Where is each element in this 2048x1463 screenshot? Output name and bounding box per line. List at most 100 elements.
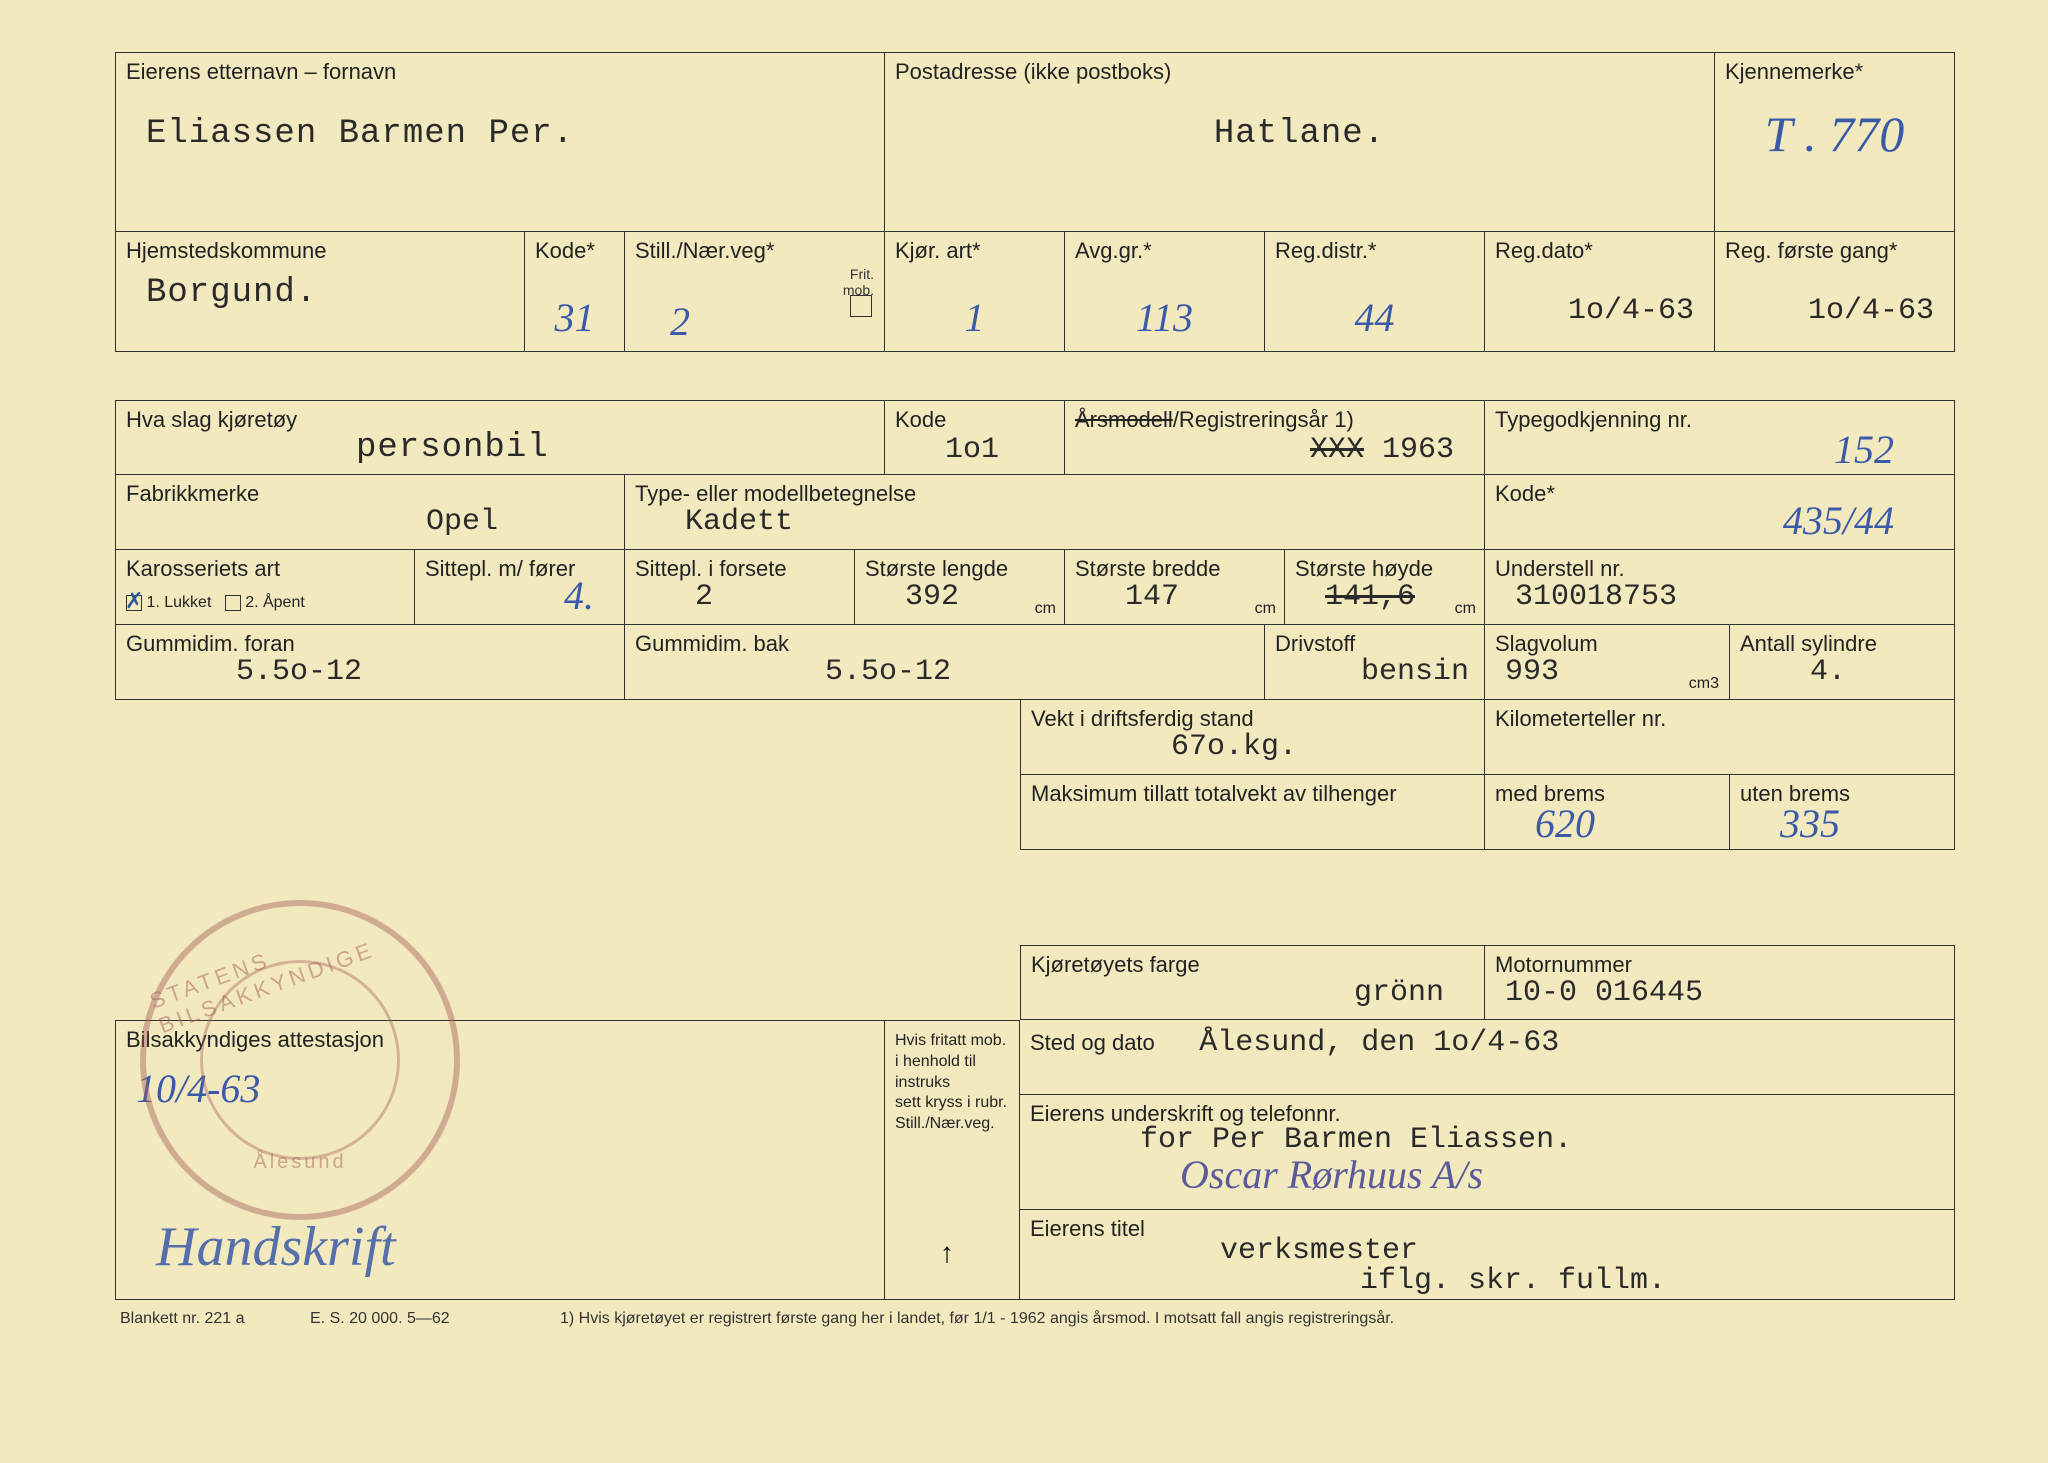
hva-value: personbil	[356, 429, 549, 467]
type-value: Kadett	[685, 505, 793, 539]
regdistr-value: 44	[1275, 294, 1474, 341]
vekt-label: Vekt i driftsferdig stand	[1031, 706, 1474, 732]
sylindre-cell: Antall sylindre 4.	[1730, 625, 1955, 700]
footer-note: 1) Hvis kjøretøyet er registrert første …	[560, 1310, 1860, 1328]
kode2-value: 435/44	[1783, 497, 1894, 544]
signature: Handskrift	[156, 1215, 396, 1279]
farge-value: grönn	[1354, 976, 1444, 1010]
sittepl-forsete-label: Sittepl. i forsete	[635, 556, 844, 582]
sted-value: Ålesund, den 1o/4-63	[1199, 1026, 1559, 1060]
regforste-value: 1o/4-63	[1725, 294, 1944, 328]
karosseri-label: Karosseriets art	[126, 556, 404, 582]
kjennemerke-value: T . 770	[1725, 105, 1944, 163]
slagvolum-label: Slagvolum	[1495, 631, 1719, 657]
hvis1: Hvis fritatt mob.	[895, 1031, 1009, 1052]
utenbrems-label: uten brems	[1740, 781, 1944, 807]
kjennemerke-cell: Kjennemerke* T . 770	[1715, 52, 1955, 232]
avggr-cell: Avg.gr.* 113	[1065, 232, 1265, 352]
motor-value: 10-0 016445	[1505, 976, 1703, 1010]
hoyde-cell: Største høyde 141,6 cm	[1285, 550, 1485, 625]
drivstoff-label: Drivstoff	[1275, 631, 1474, 657]
hoyde-unit: cm	[1455, 600, 1476, 618]
fabrikk-cell: Fabrikkmerke Opel	[115, 475, 625, 550]
sylindre-value: 4.	[1810, 655, 1846, 689]
titel-value2: iflg. skr. fullm.	[1360, 1264, 1666, 1298]
owner-name-value: Eliassen Barmen Per.	[146, 115, 874, 153]
utenbrems-value: 335	[1780, 800, 1840, 847]
bredde-cell: Største bredde 147 cm	[1065, 550, 1285, 625]
lukket-checkbox: ✗	[126, 595, 142, 611]
avggr-label: Avg.gr.*	[1075, 238, 1254, 264]
vkode-value: 1o1	[945, 433, 999, 467]
still-sub2: mob.	[635, 282, 874, 298]
understell-value: 310018753	[1515, 580, 1677, 614]
still-label: Still./Nær.veg*	[635, 238, 774, 263]
motor-label: Motornummer	[1495, 952, 1944, 978]
address-label: Postadresse (ikke postboks)	[895, 59, 1704, 85]
medbrems-label: med brems	[1495, 781, 1719, 807]
sylindre-label: Antall sylindre	[1740, 631, 1944, 657]
registration-card: Eierens etternavn – fornavn Eliassen Bar…	[0, 0, 2048, 1463]
hvis2: i henhold til instruks	[895, 1052, 1009, 1094]
kjorart-cell: Kjør. art* 1	[885, 232, 1065, 352]
sted-cell: Sted og dato Ålesund, den 1o/4-63	[1020, 1020, 1955, 1095]
vkode-cell: Kode 1o1	[885, 400, 1065, 475]
still-sub1: Frit.	[635, 266, 874, 282]
medbrems-value: 620	[1535, 800, 1595, 847]
gummi-foran-value: 5.5o-12	[236, 655, 362, 689]
gummi-bak-cell: Gummidim. bak 5.5o-12	[625, 625, 1265, 700]
regdato-label: Reg.dato*	[1495, 238, 1704, 264]
sted-label: Sted og dato	[1030, 1030, 1155, 1055]
hvis3: sett kryss i rubr.	[895, 1093, 1009, 1114]
gummi-foran-cell: Gummidim. foran 5.5o-12	[115, 625, 625, 700]
arrow-up-icon: ↑	[940, 1237, 954, 1269]
sittepl-forsete-cell: Sittepl. i forsete 2	[625, 550, 855, 625]
hvis-cell: Hvis fritatt mob. i henhold til instruks…	[885, 1020, 1020, 1300]
still-cell: Still./Nær.veg* Frit. mob. 2	[625, 232, 885, 352]
karosseri-opts: ✗ 1. Lukket 2. Åpent	[126, 594, 404, 612]
typegod-value: 152	[1834, 426, 1894, 473]
arsmodell-value: XXX 1963	[1310, 433, 1454, 467]
medbrems-cell: med brems 620	[1485, 775, 1730, 850]
arsmodell-cell: Årsmodell/Registreringsår 1) XXX 1963	[1065, 400, 1485, 475]
gummi-foran-label: Gummidim. foran	[126, 631, 614, 657]
type-cell: Type- eller modellbetegnelse Kadett	[625, 475, 1485, 550]
regdato-cell: Reg.dato* 1o/4-63	[1485, 232, 1715, 352]
regforste-label: Reg. første gang*	[1725, 238, 1944, 264]
kjennemerke-label: Kjennemerke*	[1725, 59, 1944, 85]
drivstoff-cell: Drivstoff bensin	[1265, 625, 1485, 700]
lengde-label: Største lengde	[865, 556, 1054, 582]
hjemsted-cell: Hjemstedskommune Borgund.	[115, 232, 525, 352]
opt2: 2. Åpent	[245, 594, 305, 611]
avggr-value: 113	[1075, 294, 1254, 341]
underskrift-cell: Eierens underskrift og telefonnr. for Pe…	[1020, 1095, 1955, 1210]
type-label: Type- eller modellbetegnelse	[635, 481, 1474, 507]
understell-label: Understell nr.	[1495, 556, 1944, 582]
official-stamp: STATENS BILSAKKYNDIGE Ålesund	[140, 900, 460, 1220]
titel-label: Eierens titel	[1030, 1216, 1145, 1241]
hjemsted-value: Borgund.	[146, 274, 514, 312]
bredde-label: Største bredde	[1075, 556, 1274, 582]
motor-cell: Motornummer 10-0 016445	[1485, 945, 1955, 1020]
hvis4: Still./Nær.veg.	[895, 1114, 1009, 1135]
owner-name-label: Eierens etternavn – fornavn	[126, 59, 874, 85]
km-cell: Kilometerteller nr.	[1485, 700, 1955, 775]
lengde-unit: cm	[1035, 600, 1056, 618]
slagvolum-unit: cm3	[1689, 675, 1719, 693]
fabrikk-label: Fabrikkmerke	[126, 481, 614, 507]
titel-cell: Eierens titel verksmester iflg. skr. ful…	[1020, 1210, 1955, 1300]
sittepl-forer-cell: Sittepl. m/ fører 4.	[415, 550, 625, 625]
hoyde-label: Største høyde	[1295, 556, 1474, 582]
opt1: 1. Lukket	[146, 594, 211, 611]
frit-mob-box	[850, 295, 872, 317]
lengde-value: 392	[905, 580, 959, 614]
slagvolum-cell: Slagvolum 993 cm3	[1485, 625, 1730, 700]
km-label: Kilometerteller nr.	[1495, 706, 1944, 732]
regdistr-cell: Reg.distr.* 44	[1265, 232, 1485, 352]
karosseri-cell: Karosseriets art ✗ 1. Lukket 2. Åpent	[115, 550, 415, 625]
hva-cell: Hva slag kjøretøy personbil	[115, 400, 885, 475]
kode2-cell: Kode* 435/44	[1485, 475, 1955, 550]
vkode-label: Kode	[895, 407, 1054, 433]
fabrikk-value: Opel	[426, 505, 498, 539]
drivstoff-value: bensin	[1361, 655, 1469, 689]
